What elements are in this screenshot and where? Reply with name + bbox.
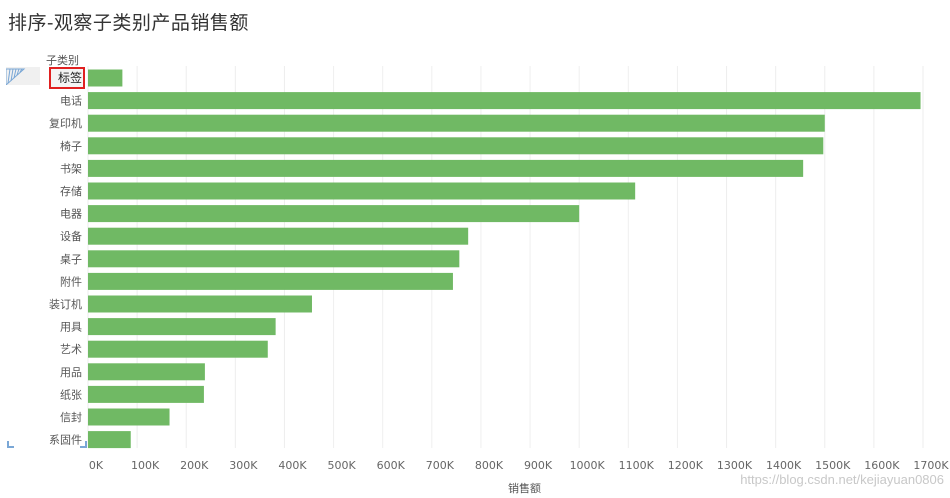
bar[interactable] [88,159,804,177]
bar[interactable] [88,205,580,223]
bar[interactable] [88,431,131,449]
category-label[interactable]: 信封 [60,410,82,424]
bar[interactable] [88,408,170,426]
rows-header: 子类别 [46,54,79,67]
sort-indicator-icon[interactable] [6,67,40,85]
x-tick-label: 0K [89,459,104,472]
x-tick-label: 1500K [815,459,851,472]
bar[interactable] [88,92,921,110]
x-tick-label: 1700K [913,459,949,472]
category-label[interactable]: 电话 [60,95,82,108]
bar[interactable] [88,182,636,200]
x-tick-label: 100K [131,459,160,472]
bar[interactable] [88,340,268,358]
category-label[interactable]: 用具 [60,321,82,334]
category-label[interactable]: 艺术 [60,343,82,356]
bar[interactable] [88,227,469,245]
category-label[interactable]: 电器 [60,208,82,221]
category-label[interactable]: 椅子 [60,139,82,153]
x-tick-label: 200K [180,459,209,472]
selection-corner-right [80,441,87,448]
category-label[interactable]: 书架 [60,162,82,175]
bar[interactable] [88,318,276,336]
bar[interactable] [88,295,312,313]
bar[interactable] [88,137,824,155]
x-tick-label: 1400K [766,459,802,472]
x-axis-ticks: 0K 100K 200K 300K 400K 500K 600K 700K 800K 900K 10… [89,459,949,472]
watermark: https://blog.csdn.net/kejiayuan0806 [740,472,944,487]
x-tick-label: 500K [327,459,356,472]
category-label[interactable]: 桌子 [60,253,82,266]
x-tick-label: 800K [475,459,504,472]
x-tick-label: 1300K [717,459,753,472]
bar[interactable] [88,363,205,381]
category-label[interactable]: 存储 [60,184,82,198]
x-tick-label: 400K [278,459,307,472]
x-tick-label: 1100K [619,459,655,472]
category-label[interactable]: 系固件 [49,434,82,447]
selection-corner-left [7,441,14,448]
bar[interactable] [88,272,453,290]
bar[interactable] [88,114,825,132]
category-label[interactable]: 附件 [60,274,82,288]
highlight-box [49,67,85,89]
x-tick-label: 600K [377,459,406,472]
x-tick-label: 900K [524,459,553,472]
x-axis-title: 销售额 [508,482,541,495]
x-tick-label: 1200K [668,459,704,472]
bar[interactable] [88,250,460,268]
x-tick-label: 1600K [864,459,900,472]
category-label[interactable]: 纸张 [60,388,82,401]
category-label[interactable]: 复印机 [49,116,82,130]
chart-title: 排序-观察子类别产品销售额 [8,12,249,34]
category-label[interactable]: 装订机 [49,297,82,311]
category-label[interactable]: 标签 [58,70,82,85]
category-label[interactable]: 设备 [60,229,82,243]
bar[interactable] [88,385,204,403]
bar-layer [88,69,921,449]
x-tick-label: 1000K [570,459,606,472]
bar[interactable] [88,69,123,87]
x-tick-label: 300K [229,459,258,472]
category-label[interactable]: 用品 [60,366,82,379]
x-tick-label: 700K [426,459,455,472]
